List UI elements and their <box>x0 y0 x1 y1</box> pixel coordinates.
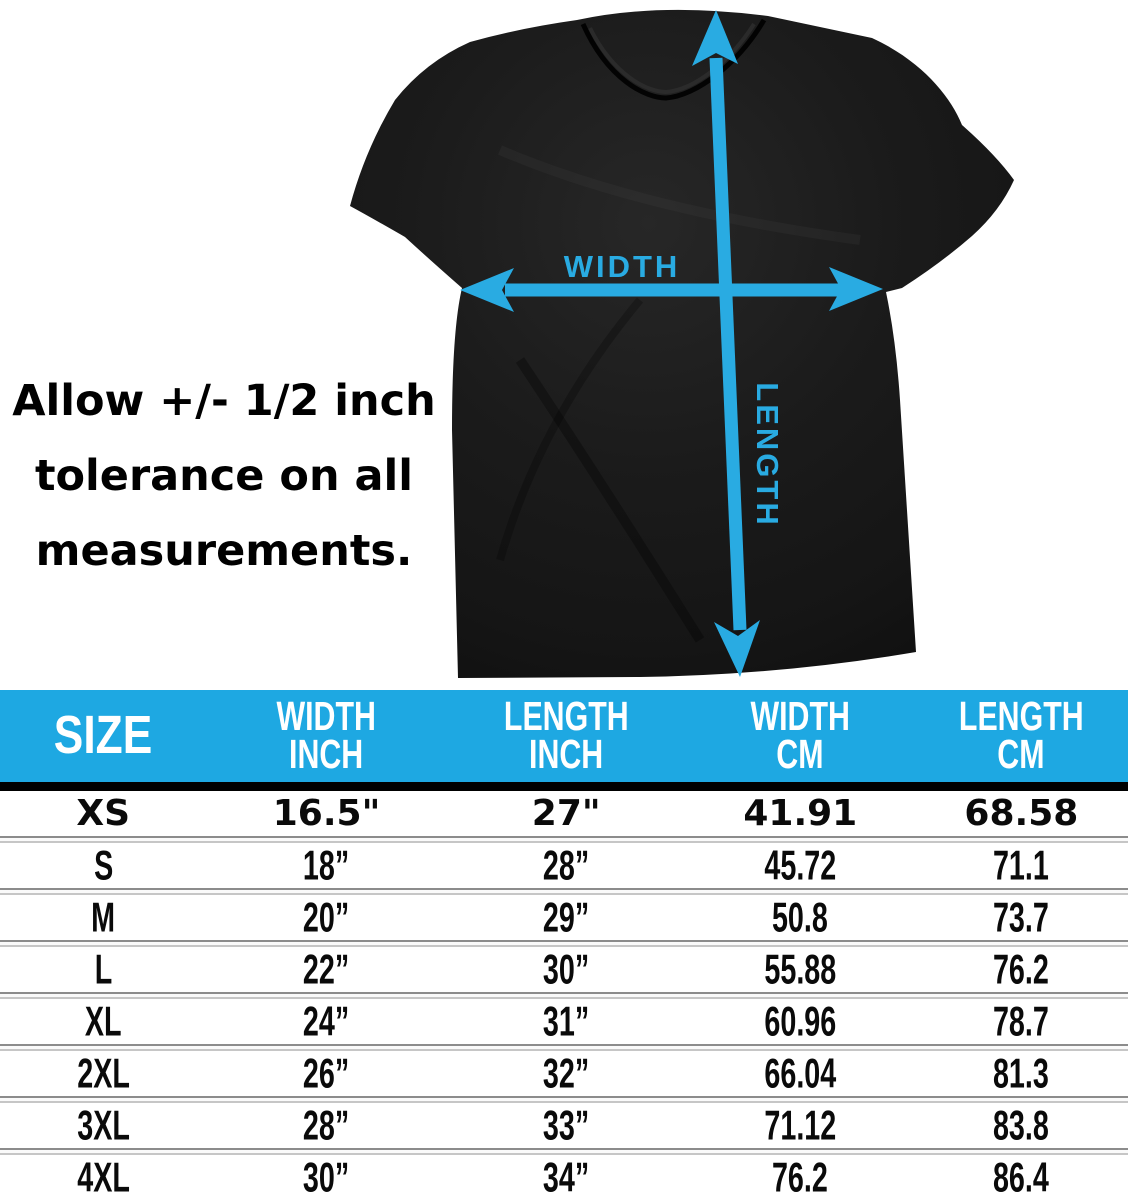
cell-length-inch: 28” <box>543 841 590 889</box>
cell-width-cm: 45.72 <box>764 841 837 889</box>
header-width-cm: WIDTH CM <box>686 693 915 777</box>
tshirt-diagram: WIDTH LENGTH Allow +/- 1/2 inch toleranc… <box>0 9 1014 678</box>
cell-length-inch: 33” <box>543 1101 590 1149</box>
header-length-inch: LENGTH INCH <box>447 693 686 777</box>
cell-width-inch: 24” <box>303 997 350 1045</box>
cell-length-cm: 83.8 <box>993 1101 1050 1149</box>
cell-length-inch: 34” <box>543 1153 590 1197</box>
row-divider <box>0 1044 1128 1051</box>
header-length-inch-line2: INCH <box>529 731 604 777</box>
cell-length-cm: 76.2 <box>993 945 1050 993</box>
tshirt-graphic: WIDTH LENGTH <box>350 9 1014 678</box>
cell-length-inch: 32” <box>543 1049 590 1097</box>
width-arrow <box>460 267 883 312</box>
tshirt-collar-line <box>580 18 767 101</box>
tolerance-note: Allow +/- 1/2 inch tolerance on all meas… <box>0 364 448 589</box>
cell-size: S <box>93 841 113 889</box>
width-arrowhead-left <box>460 268 514 312</box>
header-width-inch-line2: INCH <box>289 731 364 777</box>
size-table: SIZE WIDTH INCH LENGTH INCH WIDTH CM LEN… <box>0 690 1128 1197</box>
cell-width-inch: 28” <box>303 1101 350 1149</box>
width-arrowhead-right <box>829 267 883 311</box>
tshirt-silhouette <box>350 9 1014 678</box>
cell-size: 2XL <box>76 1049 130 1097</box>
row-divider <box>0 1148 1128 1155</box>
length-arrowhead-bottom <box>714 620 760 677</box>
cell-size: 3XL <box>76 1101 130 1149</box>
cell-width-cm: 41.91 <box>743 792 858 834</box>
table-row-4xl: 4XL 30” 34” 76.2 86.4 <box>0 1155 1128 1197</box>
header-size-label: SIZE <box>53 705 153 766</box>
table-row-l: L 22” 30” 55.88 76.2 <box>0 947 1128 992</box>
cell-size: M <box>91 893 116 941</box>
cell-width-cm: 55.88 <box>764 945 837 993</box>
header-width-cm-line2: CM <box>776 731 824 777</box>
header-length-cm-line1: LENGTH <box>958 693 1084 740</box>
cell-width-inch: 26” <box>303 1049 350 1097</box>
header-width-cm-line1: WIDTH <box>750 693 850 740</box>
tolerance-line-1: Allow +/- 1/2 inch <box>12 376 436 426</box>
table-row-m: M 20” 29” 50.8 73.7 <box>0 895 1128 940</box>
table-row-3xl: 3XL 28” 33” 71.12 83.8 <box>0 1103 1128 1148</box>
cell-width-cm: 66.04 <box>764 1049 837 1097</box>
length-arrow-label: LENGTH <box>750 382 785 527</box>
cell-size: XS <box>76 792 131 834</box>
header-length-cm-line2: CM <box>997 731 1045 777</box>
row-divider <box>0 888 1128 895</box>
cell-length-cm: 73.7 <box>993 893 1050 941</box>
length-arrowhead-top <box>692 10 738 66</box>
cell-width-inch: 16.5" <box>272 792 381 834</box>
size-table-header: SIZE WIDTH INCH LENGTH INCH WIDTH CM LEN… <box>0 690 1128 782</box>
cell-length-inch: 31” <box>543 997 590 1045</box>
header-length-inch-line1: LENGTH <box>503 693 629 740</box>
cell-length-inch: 30” <box>543 945 590 993</box>
cell-length-inch: 29” <box>543 893 590 941</box>
row-divider <box>0 992 1128 999</box>
cell-width-inch: 20” <box>303 893 350 941</box>
width-arrow-label: WIDTH <box>564 249 681 284</box>
row-divider <box>0 1096 1128 1103</box>
cell-size: XL <box>84 997 122 1045</box>
wrinkle <box>496 297 644 562</box>
table-row-s: S 18” 28” 45.72 71.1 <box>0 843 1128 888</box>
cell-width-inch: 18” <box>303 841 350 889</box>
cell-length-cm: 71.1 <box>993 841 1050 889</box>
cell-width-inch: 22” <box>303 945 350 993</box>
header-width-inch-line1: WIDTH <box>276 693 377 740</box>
row-divider <box>0 940 1128 947</box>
table-row-xs: XS 16.5" 27" 41.91 68.58 <box>0 791 1128 836</box>
cell-width-inch: 30” <box>303 1153 350 1197</box>
cell-width-cm: 50.8 <box>772 893 829 941</box>
header-size: SIZE <box>0 705 206 766</box>
table-row-xl: XL 24” 31” 60.96 78.7 <box>0 999 1128 1044</box>
tolerance-line-3: measurements. <box>35 526 413 576</box>
table-row-2xl: 2XL 26” 32” 66.04 81.3 <box>0 1051 1128 1096</box>
header-width-inch: WIDTH INCH <box>206 693 446 777</box>
cell-width-cm: 71.12 <box>764 1101 837 1149</box>
cell-length-cm: 68.58 <box>964 792 1079 834</box>
wrinkle <box>515 357 705 643</box>
cell-length-cm: 86.4 <box>993 1153 1050 1197</box>
cell-length-cm: 81.3 <box>993 1049 1050 1097</box>
header-divider <box>0 782 1128 791</box>
length-arrow <box>692 10 760 677</box>
header-length-cm: LENGTH CM <box>915 693 1128 777</box>
cell-size: L <box>94 945 112 993</box>
cell-width-cm: 76.2 <box>772 1153 829 1197</box>
cell-length-cm: 78.7 <box>993 997 1050 1045</box>
cell-length-inch: 27" <box>531 792 601 834</box>
cell-size: 4XL <box>76 1153 130 1197</box>
cell-width-cm: 60.96 <box>764 997 837 1045</box>
row-divider <box>0 836 1128 843</box>
tolerance-line-2: tolerance on all <box>34 451 414 501</box>
